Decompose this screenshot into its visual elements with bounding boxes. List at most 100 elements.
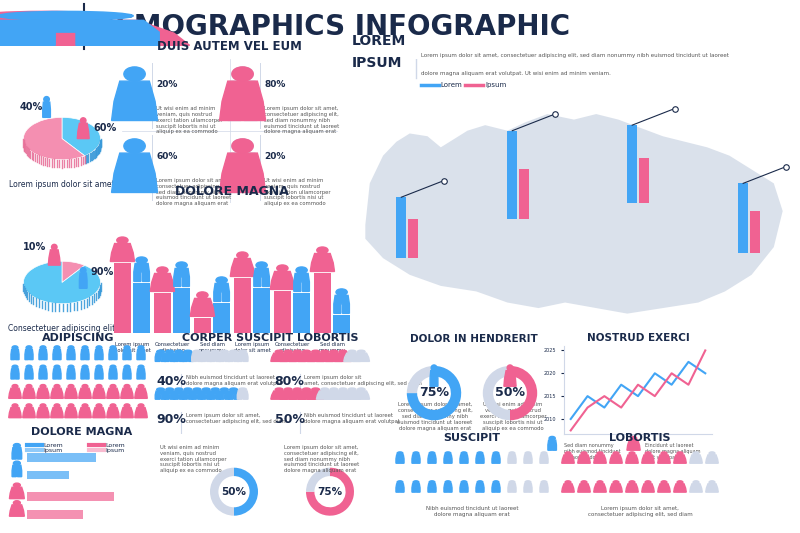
Polygon shape (201, 353, 211, 361)
Bar (253, 288, 270, 333)
Circle shape (429, 452, 435, 455)
Circle shape (284, 350, 292, 353)
Circle shape (277, 265, 288, 271)
Circle shape (294, 350, 302, 353)
Polygon shape (78, 408, 91, 418)
Polygon shape (150, 273, 174, 292)
Polygon shape (366, 114, 782, 313)
Polygon shape (344, 353, 360, 361)
Text: 90%: 90% (156, 413, 186, 426)
Circle shape (138, 346, 144, 350)
Circle shape (321, 388, 329, 391)
Circle shape (124, 67, 146, 81)
Text: Nibh euismod tincidunt ut laoreet
dolore magna aliquam erat volutpat: Nibh euismod tincidunt ut laoreet dolore… (304, 413, 400, 424)
Polygon shape (67, 369, 75, 379)
Text: Ut wisi enim ad minim
veniam, quis nostrud
exerci tation ullamcorper
suscipit lo: Ut wisi enim ad minim veniam, quis nostr… (264, 178, 330, 206)
Circle shape (493, 481, 499, 484)
Bar (293, 293, 310, 333)
Polygon shape (25, 350, 33, 360)
Text: 80%: 80% (264, 80, 286, 89)
Polygon shape (674, 455, 686, 463)
Circle shape (348, 350, 356, 353)
Polygon shape (78, 123, 89, 139)
Circle shape (54, 384, 60, 388)
Polygon shape (228, 353, 239, 361)
Wedge shape (306, 467, 330, 491)
Circle shape (312, 388, 319, 391)
Bar (627, 125, 637, 203)
Polygon shape (610, 484, 622, 492)
Circle shape (709, 452, 715, 455)
Polygon shape (524, 455, 532, 463)
Circle shape (40, 404, 46, 408)
Text: Lorem: Lorem (106, 442, 126, 448)
Text: Lorem ipsum dolor sit
amet, consectetuer adipiscing elit, sed diam: Lorem ipsum dolor sit amet, consectetuer… (304, 375, 422, 386)
Circle shape (275, 350, 283, 353)
Bar (519, 169, 529, 220)
Circle shape (82, 346, 88, 350)
Polygon shape (42, 102, 50, 117)
Circle shape (302, 350, 310, 353)
Polygon shape (50, 408, 63, 418)
Circle shape (136, 257, 147, 263)
Circle shape (12, 404, 18, 408)
Circle shape (581, 452, 587, 455)
Circle shape (157, 388, 165, 391)
Bar (408, 220, 418, 258)
Polygon shape (334, 391, 351, 399)
Circle shape (358, 350, 365, 353)
Polygon shape (594, 455, 606, 463)
Text: dolore magna aliquam erat volutpat. Ut wisi enim ad minim veniam.: dolore magna aliquam erat volutpat. Ut w… (421, 71, 610, 76)
Polygon shape (164, 391, 175, 399)
Circle shape (312, 350, 319, 353)
Wedge shape (482, 366, 510, 421)
Circle shape (193, 388, 201, 391)
Circle shape (238, 388, 246, 391)
Circle shape (124, 404, 130, 408)
Text: Lorem ipsum dolor sit amet,
consectetuer adipiscing elit,
sed diam nonummy nibh
: Lorem ipsum dolor sit amet, consectetuer… (264, 106, 339, 134)
Polygon shape (106, 408, 119, 418)
Circle shape (645, 481, 651, 484)
Polygon shape (396, 484, 404, 492)
Polygon shape (548, 440, 557, 450)
Circle shape (461, 452, 467, 455)
Circle shape (54, 346, 60, 350)
Polygon shape (93, 388, 106, 398)
Polygon shape (10, 505, 24, 516)
Circle shape (509, 452, 515, 455)
Text: DOLORE MAGNA: DOLORE MAGNA (31, 427, 133, 438)
Circle shape (413, 481, 419, 484)
Circle shape (339, 388, 347, 391)
Polygon shape (307, 391, 324, 399)
Circle shape (157, 267, 168, 273)
Polygon shape (81, 369, 89, 379)
Circle shape (256, 262, 267, 269)
Circle shape (12, 384, 18, 388)
Polygon shape (182, 353, 194, 361)
Circle shape (54, 365, 60, 369)
Circle shape (26, 365, 32, 369)
Bar (27, 510, 82, 519)
Polygon shape (294, 273, 310, 292)
Circle shape (0, 11, 112, 20)
Circle shape (211, 388, 219, 391)
Circle shape (330, 388, 338, 391)
Text: Lorem ipsum dolor sit amet: Lorem ipsum dolor sit amet (9, 180, 115, 189)
Bar (274, 291, 291, 333)
Polygon shape (25, 369, 33, 379)
Polygon shape (504, 370, 516, 386)
Circle shape (429, 481, 435, 484)
Text: Consectetuer
adipiscing: Consectetuer adipiscing (274, 342, 310, 353)
Circle shape (677, 452, 683, 455)
Circle shape (230, 388, 238, 391)
Circle shape (397, 452, 403, 455)
Circle shape (693, 481, 699, 484)
Text: Sed diam
nonummy: Sed diam nonummy (318, 342, 346, 353)
Polygon shape (190, 298, 214, 317)
Circle shape (302, 388, 310, 391)
Bar (507, 131, 517, 220)
Polygon shape (334, 295, 350, 313)
Circle shape (202, 388, 210, 391)
Circle shape (238, 350, 246, 353)
Circle shape (193, 350, 201, 353)
